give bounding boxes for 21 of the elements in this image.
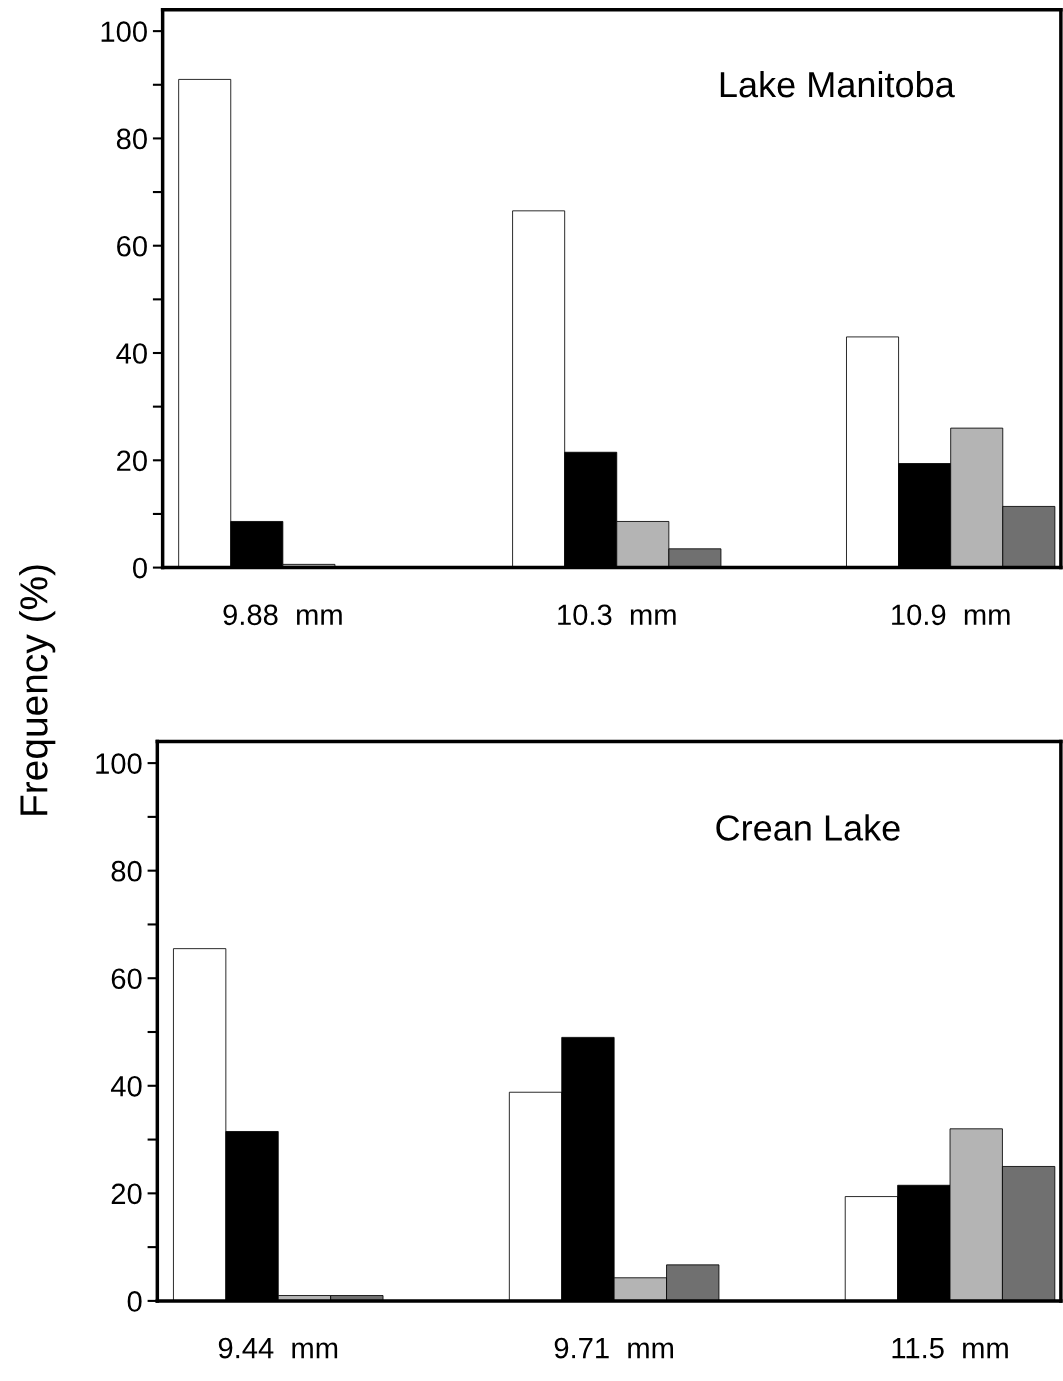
x-tick-label: 9.44 mm — [218, 1337, 338, 1359]
y-axis-title: Frequency (%) — [19, 565, 56, 815]
y-tick-label: 100 — [96, 753, 142, 774]
x-tick-label: 10.3 mm — [558, 604, 676, 626]
y-tick-label: 80 — [116, 128, 147, 150]
y-tick-label: 100 — [101, 21, 147, 42]
y-tick-label: 0 — [132, 557, 147, 579]
y-tick-label: 60 — [117, 235, 147, 257]
x-tick-label: 10.9 mm — [892, 604, 1010, 626]
y-tick-label: 20 — [111, 1183, 142, 1205]
y-tick-label: 60 — [111, 968, 142, 990]
x-tick-label: 9.71 mm — [554, 1337, 673, 1359]
x-tick-label: 9.88 mm — [223, 604, 342, 626]
y-tick-label: 20 — [117, 450, 147, 472]
x-tick-label: 11.5 mm — [892, 1338, 1008, 1359]
y-tick-label: 0 — [127, 1291, 142, 1312]
y-tick-label: 40 — [110, 1075, 142, 1097]
text: Crean Lake — [716, 814, 900, 841]
text: Lake Manitoba — [720, 70, 955, 98]
y-tick-label: 40 — [116, 343, 147, 364]
y-tick-label: 80 — [111, 860, 142, 882]
